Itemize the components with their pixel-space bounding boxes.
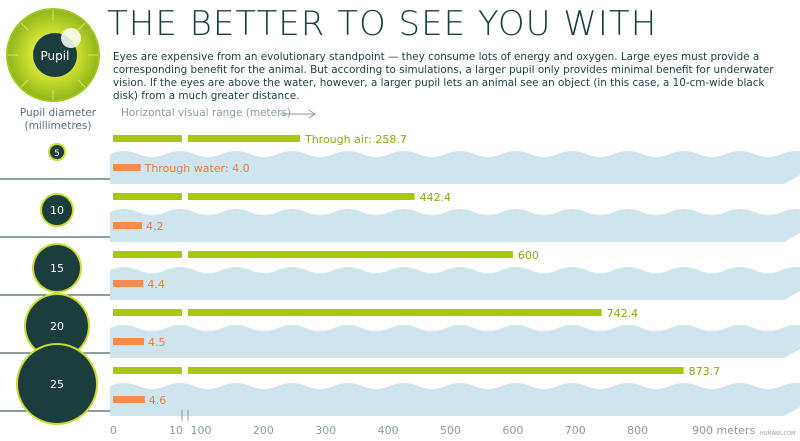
air-value-label: 442.4 xyxy=(420,191,452,204)
x-tick-label: 800 xyxy=(627,424,648,437)
axis-titles: Pupil diameter (millimetres) Horizontal … xyxy=(0,103,800,143)
iris-spokes xyxy=(8,10,98,100)
pupil-circle xyxy=(42,195,72,225)
water-value-label: 4.2 xyxy=(146,220,164,233)
pupil-diameter-label: 10 xyxy=(50,204,64,217)
x-tick-label: 500 xyxy=(440,424,461,437)
air-bar xyxy=(188,251,513,258)
water-bar xyxy=(113,338,145,345)
x-tick-label: 400 xyxy=(378,424,399,437)
x-tick-label: 300 xyxy=(315,424,336,437)
x-tick-label: 900 meters xyxy=(692,424,756,437)
water-wave xyxy=(110,151,800,184)
pupil-circle xyxy=(18,345,96,423)
air-bar xyxy=(188,367,684,374)
range-axis-title: Horizontal visual range (meters) xyxy=(121,107,292,119)
pupil-circle xyxy=(34,245,80,291)
air-bar xyxy=(113,367,182,374)
water-value-label: Through water: 4.0 xyxy=(144,162,250,175)
water-wave xyxy=(110,267,800,300)
air-bar xyxy=(113,251,182,258)
pupil-diameter-label: 15 xyxy=(50,262,64,275)
air-bar xyxy=(113,135,182,142)
page-title: THE BETTER TO SEE YOU WITH xyxy=(107,4,658,44)
air-bar xyxy=(188,135,300,142)
water-wave xyxy=(110,383,800,416)
pupil-axis-title: Pupil diameter (millimetres) xyxy=(19,107,97,132)
iris-ring xyxy=(6,8,100,102)
pupil-diameter-label: 25 xyxy=(50,378,64,391)
water-bar xyxy=(113,222,142,229)
pupil-circle xyxy=(26,295,88,357)
x-tick-label: 700 xyxy=(565,424,586,437)
water-value-label: 4.5 xyxy=(148,336,166,349)
air-bar xyxy=(188,309,602,316)
water-bar xyxy=(113,396,145,403)
air-bar xyxy=(188,193,415,200)
pupil-label: Pupil xyxy=(41,49,70,63)
pupil-logo: Pupil xyxy=(6,8,100,102)
air-value-label: 873.7 xyxy=(689,365,721,378)
water-value-label: 4.4 xyxy=(147,278,165,291)
water-wave xyxy=(110,325,800,358)
x-tick-label: 10 xyxy=(169,424,183,437)
arrow-right-icon xyxy=(280,109,316,119)
air-bar xyxy=(113,193,182,200)
water-bar xyxy=(113,164,141,171)
pupil-diameter-label: 5 xyxy=(54,149,60,159)
credit: HUMANS.COM xyxy=(760,431,796,437)
eye-highlight xyxy=(61,28,81,48)
x-tick-label: 100 xyxy=(191,424,212,437)
air-bar xyxy=(113,309,182,316)
pupil-circle xyxy=(50,145,64,159)
x-tick-label: 600 xyxy=(502,424,523,437)
x-tick-label: 200 xyxy=(253,424,274,437)
header: Pupil THE BETTER TO SEE YOU WITH Eyes ar… xyxy=(0,0,800,105)
air-value-label: 600 xyxy=(518,249,539,262)
air-value-label: Through air: 258.7 xyxy=(304,133,407,146)
pupil-diameter-label: 20 xyxy=(50,320,64,333)
air-value-label: 742.4 xyxy=(607,307,639,320)
x-tick-label: 0 xyxy=(110,424,117,437)
water-value-label: 4.6 xyxy=(149,394,167,407)
water-wave xyxy=(110,209,800,242)
intro-text: Eyes are expensive from an evolutionary … xyxy=(113,51,774,102)
water-bar xyxy=(113,280,144,287)
